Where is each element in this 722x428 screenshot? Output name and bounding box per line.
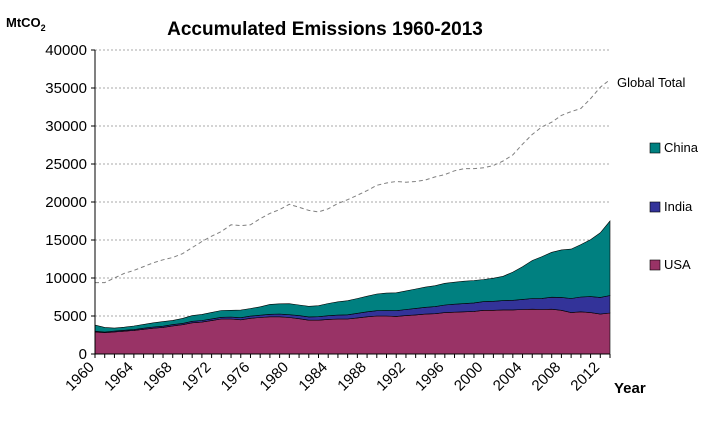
x-tick-label: 2008 (529, 359, 565, 395)
legend-label-usa: USA (664, 257, 691, 272)
y-tick-label: 5000 (54, 308, 87, 325)
legend-swatch-china (649, 142, 661, 154)
y-axis-label: MtCO2 (6, 15, 46, 33)
legend-swatch-india (649, 201, 661, 213)
chart-title: Accumulated Emissions 1960-2013 (167, 19, 483, 40)
x-tick-label: 1996 (412, 359, 448, 395)
legend: USA India China Global Total (617, 75, 699, 272)
x-tick-label: 1968 (140, 359, 176, 395)
area-china (94, 220, 611, 333)
y-tick-label: 15000 (45, 232, 87, 249)
x-tick-label: 1964 (101, 359, 137, 395)
y-tick-label: 20000 (45, 194, 87, 211)
x-tick-label: 2012 (567, 359, 603, 395)
x-tick-label: 1988 (334, 359, 370, 395)
legend-label-china: China (664, 140, 699, 155)
y-axis-label-subscript: 2 (41, 23, 46, 33)
axes (91, 49, 611, 358)
line-series (95, 79, 611, 284)
legend-label-india: India (664, 199, 693, 214)
area-series (94, 220, 611, 355)
y-tick-label: 0 (79, 346, 87, 363)
x-tick-label: 1972 (179, 359, 215, 395)
x-tick-label: 2000 (451, 359, 487, 395)
x-tick-label: 1984 (295, 359, 331, 395)
x-axis-label: Year (614, 380, 646, 397)
y-tick-label: 30000 (45, 118, 87, 135)
x-tick-label: 1976 (218, 359, 254, 395)
x-tick-labels: 1960 1964 1968 1972 1976 1980 1984 1988 1992 1996… (62, 359, 603, 395)
y-tick-label: 25000 (45, 156, 87, 173)
x-tick-label: 1960 (62, 359, 98, 395)
y-tick-label: 40000 (45, 42, 87, 59)
x-tick-label: 1992 (373, 359, 409, 395)
legend-label-global-total: Global Total (617, 75, 686, 90)
gridlines (95, 49, 610, 317)
line-global-total (95, 79, 611, 284)
y-axis-label-main: MtCO (6, 15, 41, 30)
y-tick-label: 10000 (45, 270, 87, 287)
x-tick-label: 1980 (257, 359, 293, 395)
y-tick-label: 35000 (45, 80, 87, 97)
y-tick-labels: 0 5000 10000 15000 20000 25000 30000 35000 40000 (45, 42, 87, 363)
x-tick-label: 2004 (490, 359, 526, 395)
legend-swatch-usa (649, 259, 661, 271)
